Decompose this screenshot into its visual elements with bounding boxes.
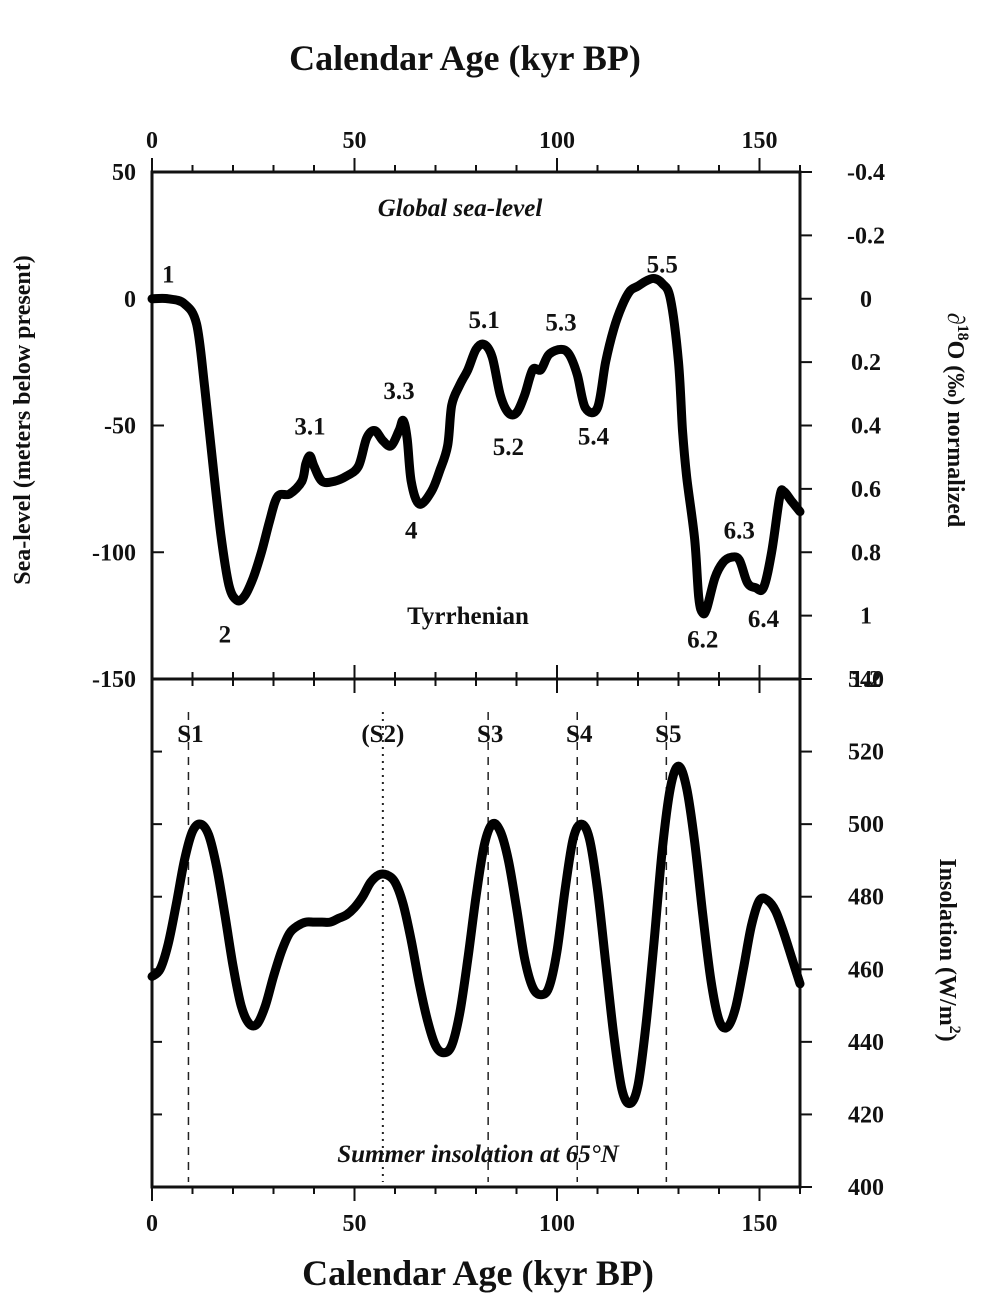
insolation-axis-label: Insolation (W/m2) <box>934 858 963 1041</box>
stage-label: 5.2 <box>493 434 524 461</box>
marker-label: (S2) <box>361 721 404 748</box>
stage-label: 6.3 <box>724 517 755 544</box>
sea-level-tick-label: -50 <box>104 414 136 440</box>
sea-level-tick-label: 0 <box>124 287 136 313</box>
d18o-symbol: ∂ <box>942 313 968 325</box>
stage-label: 1 <box>162 261 175 288</box>
stage-label: 5.4 <box>578 424 610 451</box>
d18o-tick-label: 1.2 <box>851 667 881 693</box>
insolation-tick-label: 480 <box>848 885 884 911</box>
stage-label: 6.4 <box>748 606 780 633</box>
insolation-panel-title: Summer insolation at 65°N <box>337 1141 620 1168</box>
sea-level-axis-label: Sea-level (meters below present) <box>10 255 36 584</box>
insolation-tick-label: 460 <box>848 957 884 983</box>
d18o-tick-label: 0 <box>860 287 872 313</box>
insolation-label-close: ) <box>934 1034 960 1042</box>
marker-label: S4 <box>566 721 593 748</box>
insolation-tick-label: 440 <box>848 1030 884 1056</box>
stage-label: 5.5 <box>647 251 678 278</box>
d18o-tick-label: 1 <box>860 604 872 630</box>
stage-label: 2 <box>219 621 232 648</box>
stage-label: 4 <box>405 517 418 544</box>
stage-label: 3.3 <box>383 378 414 405</box>
bottom-x-tick-label: 150 <box>742 1211 778 1237</box>
stage-label: 5.3 <box>545 310 576 337</box>
bottom-x-tick-label: 50 <box>343 1211 367 1237</box>
insolation-label-text: Insolation (W/m <box>934 858 960 1025</box>
sea-level-curve <box>147 273 805 619</box>
sea-level-tick-label: -100 <box>92 540 136 566</box>
insolation-tick-label: 400 <box>848 1175 884 1201</box>
d18o-tick-label: -0.2 <box>847 223 885 249</box>
marker-label: S5 <box>655 721 681 748</box>
sea-level-panel-title: Global sea-level <box>378 195 543 222</box>
bottom-x-tick-label: 100 <box>539 1211 575 1237</box>
d18o-tick-label: -0.4 <box>847 160 885 186</box>
d18o-axis-label: ∂18O (‰) normalized <box>942 313 971 528</box>
top-x-tick-label: 50 <box>343 128 367 154</box>
d18o-tick-label: 0.6 <box>851 477 881 503</box>
marker-label: S1 <box>177 721 203 748</box>
tyrrhenian-label: Tyrrhenian <box>407 603 529 630</box>
insolation-superscript: 2 <box>946 1026 963 1034</box>
insolation-tick-label: 540 <box>848 667 884 693</box>
d18o-superscript: 18 <box>954 325 971 341</box>
top-x-tick-label: 100 <box>539 128 575 154</box>
d18o-tick-label: 0.8 <box>851 540 881 566</box>
stage-label: 5.1 <box>468 307 499 334</box>
stage-label: 6.2 <box>687 626 718 653</box>
insolation-tick-label: 520 <box>848 740 884 766</box>
insolation-tick-label: 420 <box>848 1102 884 1128</box>
d18o-unit: O (‰) normalized <box>942 341 968 528</box>
sea-level-tick-label: -150 <box>92 667 136 693</box>
top-x-tick-label: 150 <box>742 128 778 154</box>
insolation-curve <box>147 761 805 1109</box>
bottom-x-tick-label: 0 <box>146 1211 158 1237</box>
d18o-tick-label: 0.2 <box>851 350 881 376</box>
d18o-tick-label: 0.4 <box>851 414 881 440</box>
top-x-tick-label: 0 <box>146 128 158 154</box>
top-axis-title: Calendar Age (kyr BP) <box>289 38 641 78</box>
insolation-tick-label: 500 <box>848 812 884 838</box>
stage-label: 3.1 <box>294 414 325 441</box>
sea-level-tick-label: 50 <box>112 160 136 186</box>
marker-label: S3 <box>477 721 503 748</box>
bottom-axis-title: Calendar Age (kyr BP) <box>302 1253 654 1293</box>
